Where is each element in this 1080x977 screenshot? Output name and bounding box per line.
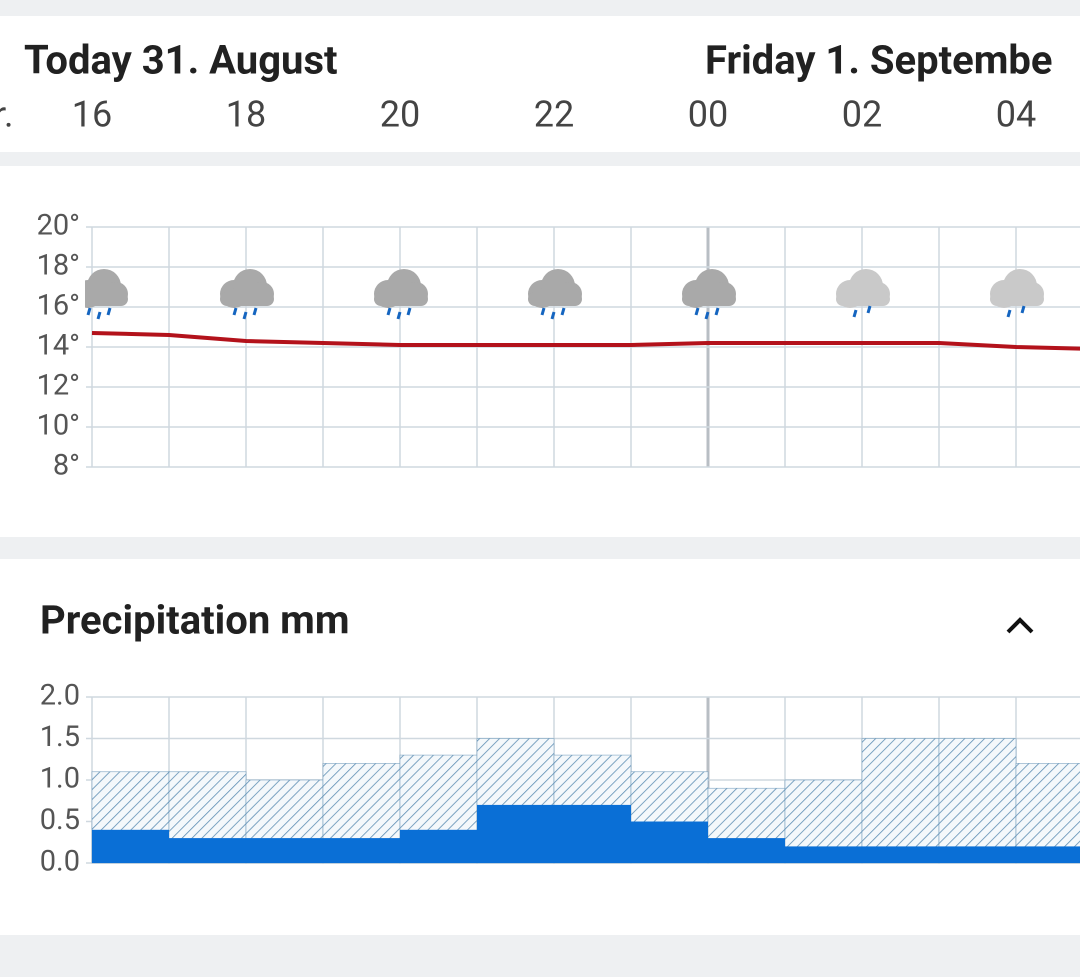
cloud-part: [85, 292, 128, 306]
hour-label: 00: [688, 94, 728, 136]
rain-drop: [86, 307, 92, 316]
precipitation-bar: [400, 829, 477, 863]
weather-icon: [682, 269, 736, 320]
precipitation-bar: [785, 846, 862, 863]
cloud-part: [682, 292, 736, 306]
hour-label: 18: [226, 94, 266, 136]
hour-label: 02: [842, 94, 882, 136]
weather-icon: [374, 269, 428, 320]
y-tick-label: 18°: [37, 249, 80, 283]
precipitation-bar: [169, 838, 246, 863]
precipitation-bar: [708, 838, 785, 863]
hour-label: 20: [380, 94, 420, 136]
rain-drop: [1006, 309, 1012, 318]
temperature-card: [0, 166, 1080, 537]
cloud-part: [528, 292, 582, 306]
rain-drop: [96, 311, 102, 320]
cloud-part: [220, 292, 274, 306]
y-tick-label: 0.0: [40, 845, 80, 879]
weather-icon: [528, 269, 582, 320]
y-tick-label: 1.0: [40, 762, 80, 796]
hour-label: 16: [72, 94, 112, 136]
cloud-part: [836, 292, 890, 306]
day-label: Today 31. August: [24, 37, 338, 84]
precipitation-bar: [939, 846, 1016, 863]
rain-drop: [396, 311, 402, 320]
precipitation-bar: [246, 838, 323, 863]
rain-drop: [550, 311, 556, 320]
rain-drop: [694, 307, 700, 316]
rain-drop: [242, 311, 248, 320]
header-card: [0, 16, 1080, 152]
rain-drop: [106, 307, 112, 316]
weather-icon: [85, 269, 128, 320]
rain-drop: [560, 307, 566, 316]
rain-drop: [406, 307, 412, 316]
precipitation-bar: [1016, 846, 1080, 863]
precipitation-bar: [862, 846, 939, 863]
rain-drop: [540, 307, 546, 316]
rain-drop: [252, 307, 258, 316]
collapse-caret[interactable]: [1006, 617, 1034, 634]
cloud-part: [374, 292, 428, 306]
y-tick-label: 2.0: [40, 679, 80, 713]
weather-icon: [990, 269, 1044, 318]
cloud-part: [990, 292, 1044, 306]
precipitation-max-bar: [861, 738, 940, 864]
precipitation-bar: [554, 804, 631, 863]
precipitation-bar: [323, 838, 400, 863]
hour-unit: r.: [0, 94, 14, 136]
y-tick-label: 10°: [37, 409, 80, 443]
y-tick-label: 8°: [53, 449, 80, 483]
weather-icon: [836, 269, 890, 318]
temperature-line: [91, 331, 1080, 351]
y-tick-label: 16°: [37, 289, 80, 323]
section-title: Precipitation mm: [40, 597, 349, 644]
rain-drop: [714, 307, 720, 316]
y-tick-label: 12°: [37, 369, 80, 403]
day-label: Friday 1. Septembe: [705, 37, 1053, 84]
weather-icon: [220, 269, 274, 320]
hour-label: 04: [996, 94, 1036, 136]
y-tick-label: 20°: [37, 209, 80, 243]
y-tick-label: 14°: [37, 329, 80, 363]
rain-drop: [866, 305, 872, 314]
rain-drop: [852, 309, 858, 318]
y-tick-label: 0.5: [40, 803, 80, 837]
icons: [85, 269, 1044, 320]
precipitation-max-bar: [938, 738, 1017, 864]
precipitation-bar: [477, 804, 554, 863]
rain-drop: [1020, 305, 1026, 314]
rain-drop: [386, 307, 392, 316]
rain-drop: [704, 311, 710, 320]
y-tick-label: 1.5: [40, 720, 80, 754]
rain-drop: [232, 307, 238, 316]
hour-label: 22: [534, 94, 574, 136]
precipitation-bar: [92, 829, 169, 863]
precipitation-bar: [631, 821, 708, 863]
